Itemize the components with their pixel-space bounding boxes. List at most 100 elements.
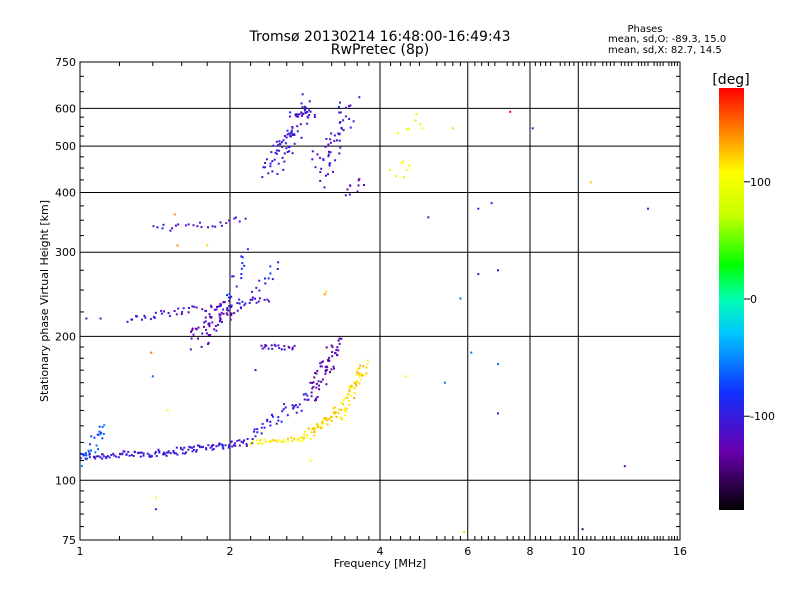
echo-point [262, 166, 265, 169]
echo-point [344, 407, 347, 410]
echo-point [344, 396, 347, 399]
echo-point [249, 443, 252, 446]
echo-point [228, 305, 231, 308]
echo-point [290, 130, 293, 133]
echo-point [276, 149, 278, 152]
echo-point [302, 439, 305, 441]
data-points [79, 93, 649, 533]
echo-point [404, 375, 407, 378]
echo-point [235, 285, 238, 288]
echo-point [217, 323, 220, 326]
echo-point [289, 111, 292, 114]
echo-point [288, 346, 291, 349]
echo-point [366, 359, 369, 362]
echo-point [90, 435, 93, 438]
echo-point [173, 213, 176, 216]
echo-point [210, 306, 213, 309]
echo-point [303, 105, 306, 108]
echo-point [348, 388, 351, 391]
echo-point [100, 431, 103, 434]
echo-point [477, 273, 480, 276]
echo-point [333, 367, 335, 370]
echo-point [217, 305, 220, 308]
echo-point [324, 418, 327, 421]
echo-point [189, 348, 192, 351]
echo-point [308, 109, 311, 112]
echo-point [278, 347, 281, 350]
echo-point [245, 443, 248, 446]
echo-point [150, 351, 153, 354]
echo-point [95, 455, 98, 458]
echo-point [233, 312, 236, 315]
echo-point [345, 106, 347, 109]
echo-point [213, 308, 216, 311]
echo-point [226, 308, 229, 311]
echo-point [185, 451, 188, 454]
echo-point [241, 256, 244, 259]
echo-point [289, 135, 292, 137]
echo-point [192, 224, 195, 227]
echo-point [320, 167, 323, 170]
echo-point [190, 330, 192, 333]
echo-point [363, 374, 366, 377]
echo-point [316, 369, 319, 372]
echo-point [271, 170, 274, 173]
echo-point [332, 170, 334, 173]
echo-point [361, 374, 364, 377]
echo-point [127, 450, 130, 453]
echo-point [230, 440, 233, 443]
echo-point [103, 424, 106, 427]
echo-point [407, 127, 410, 130]
echo-point [265, 344, 268, 347]
echo-point [195, 450, 198, 453]
x-tick-label: 1 [77, 545, 84, 558]
echo-point [264, 277, 266, 280]
echo-point [163, 310, 165, 313]
echo-point [306, 398, 309, 401]
echo-point [169, 229, 172, 232]
echo-point [283, 345, 286, 347]
echo-point [161, 227, 164, 230]
echo-point [263, 438, 266, 441]
echo-point [301, 436, 304, 439]
echo-point [137, 452, 140, 454]
stats-header: Phases [627, 24, 662, 35]
echo-point [320, 425, 323, 428]
echo-point [258, 289, 261, 292]
echo-point [225, 312, 228, 315]
echo-point [153, 316, 156, 319]
echo-point [330, 344, 333, 347]
echo-point [332, 407, 335, 410]
echo-point [302, 393, 305, 396]
echo-point [338, 337, 341, 340]
echo-point [89, 443, 91, 446]
echo-point [259, 439, 262, 442]
echo-point [304, 392, 307, 395]
echo-point [319, 171, 322, 174]
echo-point [324, 145, 327, 148]
echo-point [240, 273, 243, 276]
echo-point [315, 399, 317, 401]
echo-point [238, 444, 241, 447]
echo-point [311, 150, 314, 153]
echo-point [103, 455, 105, 458]
echo-point [155, 455, 158, 458]
echo-point [236, 439, 239, 442]
echo-point [414, 119, 417, 122]
echo-point [344, 194, 347, 197]
echo-point [353, 392, 356, 394]
echo-point [99, 433, 102, 436]
echo-point [319, 156, 321, 159]
echo-point [251, 296, 254, 299]
x-axis-ticks: 1 2 4 6 8 10 16 [77, 62, 687, 558]
echo-point [207, 444, 210, 447]
echo-point [321, 378, 324, 381]
echo-point [246, 248, 249, 251]
stats-x-mode: mean, sd,X: 82.7, 14.5 [608, 45, 722, 56]
echo-point [470, 351, 473, 354]
echo-point [282, 139, 285, 142]
echo-point [160, 309, 163, 312]
echo-point [202, 445, 204, 448]
echo-point [163, 453, 166, 456]
echo-point [281, 410, 284, 413]
